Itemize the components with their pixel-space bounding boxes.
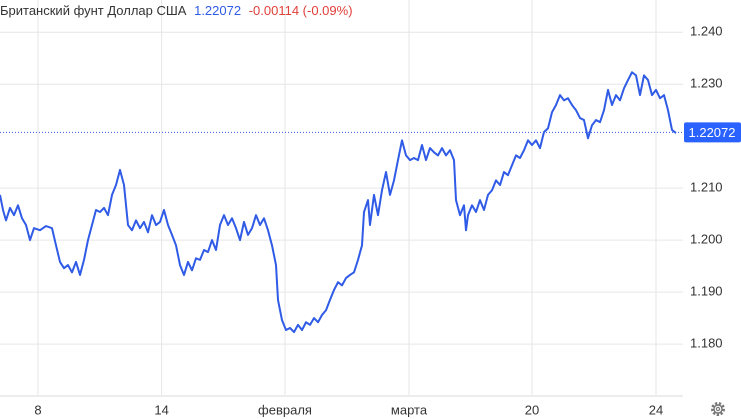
y-tick-label: 1.230 [690, 76, 723, 91]
y-tick-label: 1.210 [690, 180, 723, 195]
labels: 1.240 1.230 1.210 1.200 1.190 1.180 8 14 февраля… [34, 24, 741, 417]
plot [0, 71, 683, 334]
x-tick-label: 8 [34, 402, 41, 417]
y-tick-label: 1.200 [690, 232, 723, 247]
last-price-label: 1.22072 [689, 125, 736, 140]
last-price: 1.22072 [194, 3, 241, 18]
y-tick-label: 1.180 [690, 336, 723, 351]
header: Британский фунт Доллар США 1.22072 -0.00… [0, 3, 353, 18]
price-line [0, 71, 677, 334]
gear-ring [713, 404, 723, 414]
settings-icon[interactable] [711, 402, 725, 416]
gear-teeth [711, 402, 725, 416]
price-change: -0.00114 (-0.09%) [249, 3, 353, 18]
x-tick-label: марта [391, 402, 428, 417]
last-price-badge [684, 122, 741, 143]
x-tick-label: февраля [258, 402, 312, 417]
chart-title: Британский фунт Доллар США [0, 3, 187, 18]
y-tick-label: 1.190 [690, 284, 723, 299]
gear-hole [715, 406, 721, 412]
x-tick-label: 24 [649, 402, 663, 417]
y-tick-label: 1.240 [690, 24, 723, 39]
x-tick-label: 14 [154, 402, 168, 417]
x-tick-label: 20 [525, 402, 539, 417]
